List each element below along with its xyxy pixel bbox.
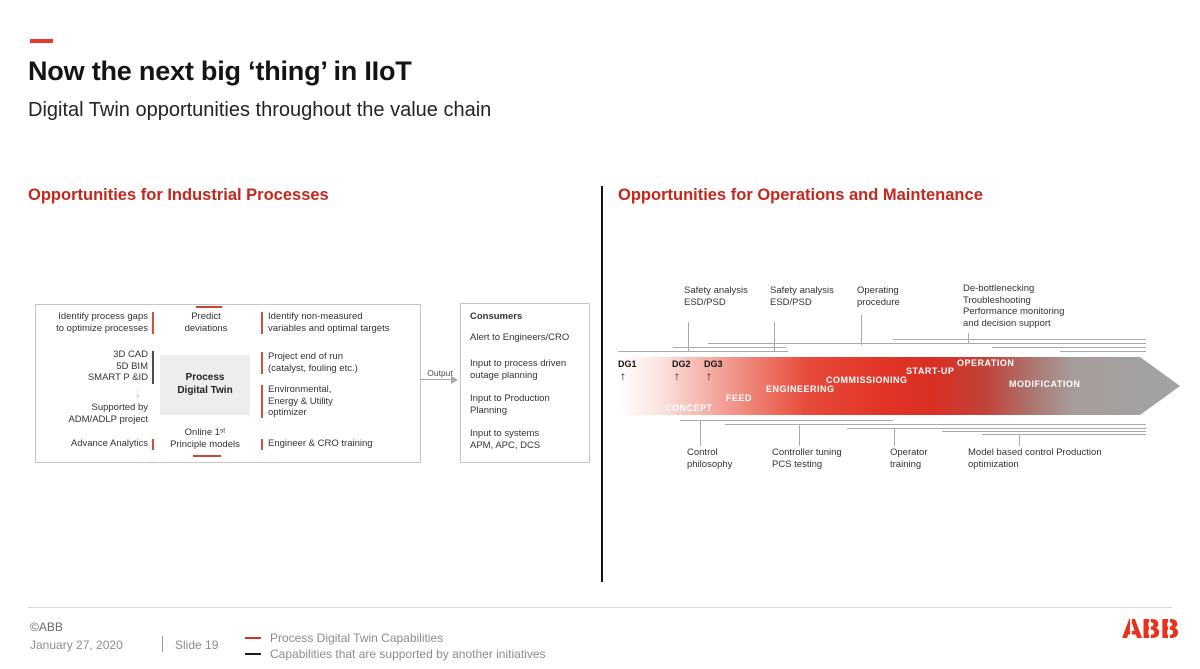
phase-modification: MODIFICATION — [1009, 379, 1081, 389]
gate-dg3-label: DG3 — [704, 359, 723, 369]
phase-operation: OPERATION — [957, 358, 1015, 368]
legend-black-dash-icon — [245, 653, 261, 655]
value-chain-arrow-head — [1140, 357, 1180, 415]
activity-safety-analysis-2: Safety analysis ESD/PSD — [770, 285, 834, 308]
span-line — [893, 339, 1146, 340]
span-line — [673, 347, 786, 348]
title-accent-dash — [30, 39, 53, 43]
input-supported-by: Supported by ADM/ADLP project — [68, 402, 148, 425]
connector-line — [861, 315, 862, 345]
connector-line — [700, 420, 701, 446]
value-chain-arrow-body — [618, 357, 1140, 415]
phase-concept: CONCEPT — [665, 403, 713, 413]
red-marker-bar — [261, 439, 263, 450]
connector-line — [774, 322, 775, 352]
phase-feed: FEED — [726, 393, 753, 403]
red-marker-bar — [152, 312, 154, 334]
consumer-production-planning: Input to Production Planning — [470, 393, 550, 416]
right-section-heading: Opportunities for Operations and Mainten… — [618, 186, 983, 204]
phase-engineering: ENGINEERING — [766, 384, 835, 394]
gate-dg1-label: DG1 — [618, 359, 637, 369]
span-line — [618, 351, 788, 352]
connector-line — [968, 333, 969, 343]
gate-dg1-arrow-icon: ↑ — [620, 369, 626, 383]
activity-operator-training: Operator training — [890, 447, 928, 470]
capability-predict-deviations: Predict deviations — [184, 311, 228, 334]
activity-debottlenecking: De-bottlenecking Troubleshooting Perform… — [963, 283, 1065, 329]
input-cad-bim: 3D CAD 5D BIM SMART P &ID — [87, 349, 148, 383]
red-tick-line — [193, 455, 221, 457]
activity-safety-analysis-1: Safety analysis ESD/PSD — [684, 285, 748, 308]
gate-dg2-arrow-icon: ↑ — [674, 369, 680, 383]
legend-label-other-initiatives: Capabilities that are supported by anoth… — [270, 647, 546, 661]
abb-logo: ABB — [1122, 615, 1186, 648]
capability-energy-optimizer: Environmental, Energy & Utility optimize… — [268, 384, 333, 418]
abb-logo-graphic: ABB — [1122, 615, 1180, 645]
output-label: Output — [427, 368, 453, 378]
span-line — [847, 428, 1146, 429]
phase-start-up: START-UP — [906, 366, 955, 376]
left-section-heading: Opportunities for Industrial Processes — [28, 186, 329, 204]
footer-slide-number: Slide 19 — [175, 638, 219, 652]
gate-dg3-arrow-icon: ↑ — [706, 369, 712, 383]
footer-copyright: ©ABB — [30, 620, 63, 634]
output-arrow-line — [420, 379, 452, 380]
capability-online-models: Online 1ˢᵗ Principle models — [170, 427, 240, 450]
consumer-systems: Input to systems APM, APC, DCS — [470, 428, 541, 451]
footer-divider — [28, 607, 1172, 608]
span-line — [708, 343, 1146, 344]
consumer-outage-planning: Input to process driven outage planning — [470, 358, 567, 381]
page-subtitle: Digital Twin opportunities throughout th… — [28, 99, 492, 121]
footer-date: January 27, 2020 — [30, 638, 123, 652]
capability-cro-training: Engineer & CRO training — [268, 438, 373, 449]
input-advance-analytics: Advance Analytics — [70, 438, 148, 449]
dark-marker-bar — [152, 351, 154, 384]
activity-operating-procedure: Operating procedure — [857, 285, 900, 308]
capability-non-measured: Identify non-measured variables and opti… — [268, 311, 390, 334]
connector-line — [799, 424, 800, 446]
span-line — [725, 424, 1146, 425]
down-arrow-icon: ↓ — [135, 386, 141, 400]
red-tick-line — [196, 306, 222, 308]
process-digital-twin-box: Process Digital Twin — [160, 355, 250, 415]
legend-red-dash-icon — [245, 637, 261, 639]
consumers-box — [460, 303, 590, 463]
connector-line — [894, 428, 895, 446]
red-marker-bar — [261, 352, 263, 374]
red-marker-bar — [261, 312, 263, 334]
phase-commissioning: COMMISSIONING — [826, 375, 908, 385]
red-marker-bar — [261, 385, 263, 418]
consumers-title: Consumers — [470, 311, 523, 322]
connector-line — [1019, 434, 1020, 446]
section-divider — [601, 186, 603, 582]
span-line — [982, 434, 1146, 435]
span-line — [942, 431, 1146, 432]
consumer-alert: Alert to Engineers/CRO — [470, 332, 570, 343]
legend-label-digital-twin: Process Digital Twin Capabilities — [270, 631, 444, 645]
footer-separator — [162, 636, 163, 652]
span-line — [680, 420, 893, 421]
page-title: Now the next big ‘thing’ in IIoT — [28, 56, 412, 86]
input-identify-gaps: Identify process gaps to optimize proces… — [56, 311, 148, 334]
activity-controller-tuning: Controller tuning PCS testing — [772, 447, 842, 470]
activity-model-based-control: Model based control Production optimizat… — [968, 447, 1102, 470]
gate-dg2-label: DG2 — [672, 359, 691, 369]
activity-control-philosophy: Control philosophy — [687, 447, 733, 470]
capability-end-of-run: Project end of run (catalyst, fouling et… — [268, 351, 358, 374]
span-line — [992, 347, 1146, 348]
output-arrow-head-icon — [451, 376, 458, 384]
span-line — [1060, 351, 1146, 352]
red-marker-bar — [152, 439, 154, 450]
process-digital-twin-label: Process Digital Twin — [177, 372, 233, 396]
connector-line — [688, 322, 689, 352]
